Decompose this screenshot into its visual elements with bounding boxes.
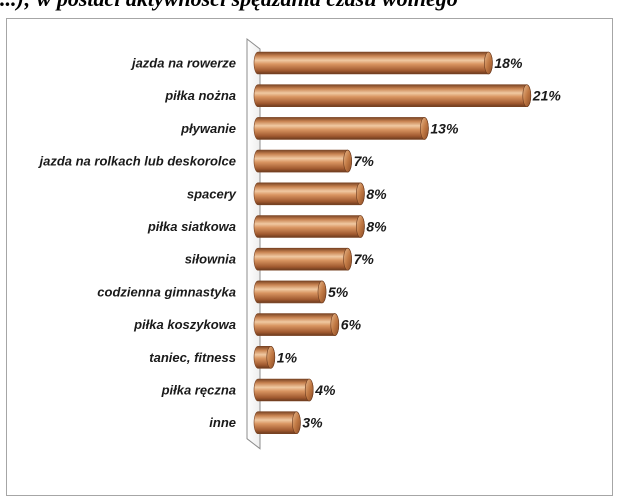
bar-cap bbox=[330, 313, 340, 336]
bar-body bbox=[253, 51, 493, 75]
bar-cap bbox=[317, 280, 327, 304]
bar-body bbox=[253, 84, 532, 107]
value-label: 3% bbox=[302, 415, 323, 431]
value-label: 1% bbox=[277, 349, 298, 365]
bar-6 bbox=[253, 215, 365, 238]
bar-5 bbox=[253, 182, 365, 206]
value-label: 18% bbox=[494, 55, 523, 71]
bar-cap bbox=[522, 84, 532, 107]
bar-11 bbox=[253, 378, 314, 402]
bars-group bbox=[253, 51, 532, 435]
bar-3 bbox=[253, 117, 429, 140]
bar-12 bbox=[253, 411, 301, 435]
value-label: 7% bbox=[354, 251, 375, 267]
value-label: 8% bbox=[366, 186, 387, 202]
value-label: 8% bbox=[366, 219, 387, 235]
top-caption: ...); w postaci aktywności spędzania cza… bbox=[0, 0, 620, 11]
bar-2 bbox=[253, 84, 532, 107]
value-labels: 18% 21% 13% 7% 8% 8% 7% 5% 6% 1% 4% 3% bbox=[277, 55, 562, 431]
bar-7 bbox=[253, 247, 352, 271]
bar-cap bbox=[343, 149, 352, 173]
category-label: piłka nożna bbox=[164, 88, 236, 103]
value-label: 21% bbox=[532, 88, 562, 104]
bar-body bbox=[253, 182, 365, 206]
bar-8 bbox=[253, 280, 327, 304]
bar-cap bbox=[304, 378, 314, 402]
value-label: 6% bbox=[341, 317, 362, 333]
value-label: 13% bbox=[430, 120, 459, 136]
bar-cap bbox=[420, 117, 429, 140]
category-label: piłka koszykowa bbox=[133, 317, 236, 332]
value-label: 7% bbox=[354, 153, 375, 169]
bar-body bbox=[253, 313, 340, 336]
bar-4 bbox=[253, 149, 352, 173]
bar-cap bbox=[266, 345, 276, 369]
category-label: jazda na rolkach lub deskorolce bbox=[37, 154, 236, 169]
bar-body bbox=[253, 215, 365, 238]
category-label: jazda na rowerze bbox=[130, 56, 236, 71]
axis-wall bbox=[246, 37, 261, 450]
bar-cap bbox=[343, 247, 352, 271]
category-label: taniec, fitness bbox=[149, 350, 236, 365]
category-label: inne bbox=[209, 415, 236, 430]
category-label: codzienna gimnastyka bbox=[97, 284, 236, 299]
bar-cap bbox=[484, 51, 493, 75]
bar-cap bbox=[356, 215, 365, 238]
category-label: siłownia bbox=[185, 252, 236, 267]
bar-body bbox=[253, 247, 352, 271]
bar-cap bbox=[356, 182, 365, 206]
category-labels: jazda na rowerze piłka nożna pływanie jazda… bbox=[37, 56, 236, 431]
bar-body bbox=[253, 378, 314, 402]
category-label: pływanie bbox=[180, 121, 236, 136]
bar-1 bbox=[253, 51, 493, 75]
category-label: piłka ręczna bbox=[161, 383, 236, 398]
bar-body bbox=[253, 280, 327, 304]
bar-9 bbox=[253, 313, 340, 336]
bar-body bbox=[253, 117, 429, 140]
bar-body bbox=[253, 149, 352, 173]
bar-10 bbox=[253, 345, 276, 369]
value-label: 5% bbox=[328, 284, 349, 300]
category-label: piłka siatkowa bbox=[147, 219, 236, 234]
category-label: spacery bbox=[187, 186, 237, 201]
axis-wall-panel bbox=[246, 37, 261, 450]
value-label: 4% bbox=[314, 382, 336, 398]
bar-cap bbox=[292, 411, 301, 435]
